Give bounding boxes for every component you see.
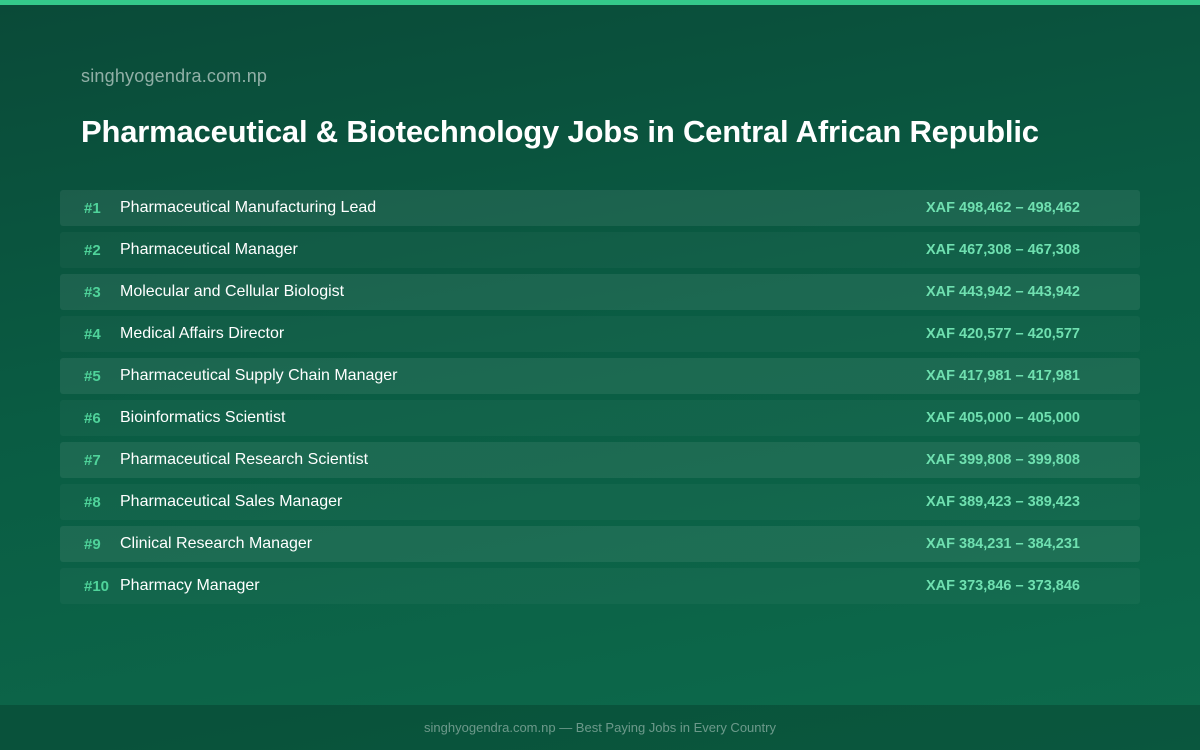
- job-salary: XAF 498,462 – 498,462: [926, 200, 1080, 216]
- job-title: Pharmaceutical Supply Chain Manager: [120, 367, 398, 384]
- job-salary: XAF 384,231 – 384,231: [926, 536, 1080, 552]
- top-accent-bar: [0, 0, 1200, 5]
- job-title: Molecular and Cellular Biologist: [120, 283, 345, 300]
- job-rank: #6: [84, 409, 101, 427]
- job-salary: XAF 399,808 – 399,808: [926, 452, 1080, 468]
- job-title: Pharmaceutical Sales Manager: [120, 493, 343, 510]
- job-salary: XAF 417,981 – 417,981: [926, 368, 1080, 384]
- job-title: Pharmacy Manager: [120, 577, 260, 594]
- job-salary: XAF 443,942 – 443,942: [926, 284, 1080, 300]
- job-row[interactable]: #10 Pharmacy Manager XAF 373,846 – 373,8…: [60, 568, 1140, 604]
- job-rank: #8: [84, 493, 101, 511]
- footer: singhyogendra.com.np — Best Paying Jobs …: [0, 705, 1200, 750]
- footer-text: singhyogendra.com.np — Best Paying Jobs …: [424, 720, 776, 735]
- job-salary: XAF 420,577 – 420,577: [926, 326, 1080, 342]
- job-salary: XAF 373,846 – 373,846: [926, 578, 1080, 594]
- job-rank: #3: [84, 283, 101, 301]
- job-rank: #7: [84, 451, 101, 469]
- job-row[interactable]: #8 Pharmaceutical Sales Manager XAF 389,…: [60, 484, 1140, 520]
- job-salary: XAF 467,308 – 467,308: [926, 242, 1080, 258]
- job-rank: #9: [84, 535, 101, 553]
- job-rank: #10: [84, 577, 110, 595]
- job-title: Pharmaceutical Manufacturing Lead: [120, 199, 377, 216]
- job-salary: XAF 389,423 – 389,423: [926, 494, 1080, 510]
- job-title: Medical Affairs Director: [120, 325, 285, 342]
- job-title: Pharmaceutical Research Scientist: [120, 451, 369, 468]
- job-row[interactable]: #5 Pharmaceutical Supply Chain Manager X…: [60, 358, 1140, 394]
- job-row[interactable]: #6 Bioinformatics Scientist XAF 405,000 …: [60, 400, 1140, 436]
- job-rank: #4: [84, 325, 101, 343]
- job-salary: XAF 405,000 – 405,000: [926, 410, 1080, 426]
- job-rank: #1: [84, 199, 101, 217]
- job-title: Clinical Research Manager: [120, 535, 313, 552]
- job-row[interactable]: #2 Pharmaceutical Manager XAF 467,308 – …: [60, 232, 1140, 268]
- job-rank: #5: [84, 367, 101, 385]
- job-title: Bioinformatics Scientist: [120, 409, 286, 426]
- job-row[interactable]: #9 Clinical Research Manager XAF 384,231…: [60, 526, 1140, 562]
- job-row[interactable]: #7 Pharmaceutical Research Scientist XAF…: [60, 442, 1140, 478]
- job-row[interactable]: #3 Molecular and Cellular Biologist XAF …: [60, 274, 1140, 310]
- site-name: singhyogendra.com.np: [81, 66, 268, 86]
- job-rank: #2: [84, 241, 101, 259]
- job-row[interactable]: #1 Pharmaceutical Manufacturing Lead XAF…: [60, 190, 1140, 226]
- job-list: #1 Pharmaceutical Manufacturing Lead XAF…: [60, 190, 1140, 610]
- job-title: Pharmaceutical Manager: [120, 241, 298, 258]
- page-title: Pharmaceutical & Biotechnology Jobs in C…: [81, 114, 1039, 149]
- job-row[interactable]: #4 Medical Affairs Director XAF 420,577 …: [60, 316, 1140, 352]
